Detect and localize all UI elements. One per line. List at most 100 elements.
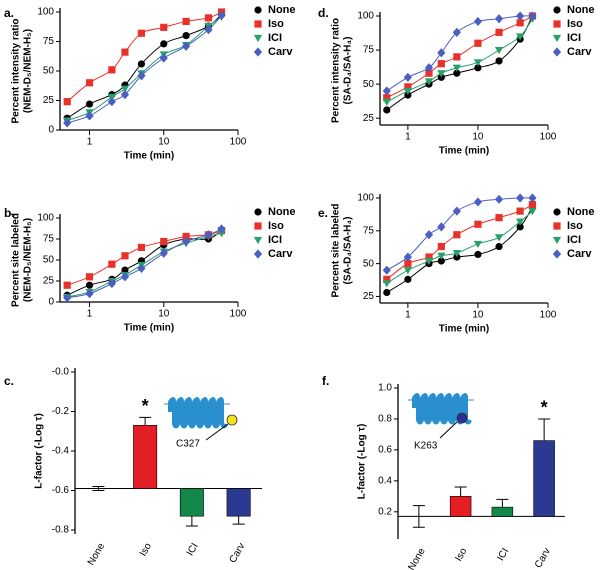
legend-marker xyxy=(552,236,562,245)
y-tick-label: 100 xyxy=(357,11,374,22)
marker xyxy=(404,83,412,91)
legend-marker xyxy=(552,34,562,43)
marker xyxy=(474,250,482,259)
marker xyxy=(495,28,503,36)
marker xyxy=(182,17,190,26)
marker xyxy=(120,85,130,93)
x-tick-label: Carv xyxy=(533,546,553,570)
legend-marker xyxy=(553,208,561,216)
y-tick-label: 25 xyxy=(43,276,55,287)
x-tick-label: 10 xyxy=(472,310,484,321)
marker xyxy=(182,31,190,40)
legend-label: None xyxy=(268,206,296,218)
legend-marker xyxy=(552,47,562,57)
legend-marker xyxy=(254,208,262,216)
y-axis-label: Percent site labeled xyxy=(331,204,342,298)
marker xyxy=(160,237,168,246)
x-tick-label: None xyxy=(86,541,108,568)
x-tick-label: 100 xyxy=(540,132,557,143)
legend-label: Carv xyxy=(567,248,592,260)
marker xyxy=(516,11,525,21)
site-dot xyxy=(456,412,468,424)
y-tick-label: -0.8 xyxy=(52,525,70,536)
error-bar xyxy=(412,505,425,528)
y-axis-label: Percent intensity ratio xyxy=(331,18,342,123)
legend-marker xyxy=(254,6,262,14)
marker xyxy=(403,72,412,82)
marker xyxy=(437,60,445,68)
legend-marker xyxy=(253,249,263,259)
marker xyxy=(137,71,146,81)
marker xyxy=(495,57,503,65)
receptor-icon xyxy=(168,397,228,429)
marker xyxy=(425,69,433,77)
marker xyxy=(204,25,213,35)
marker xyxy=(63,98,71,106)
legend-label: Carv xyxy=(567,46,592,58)
y-axis-label: Percent intensity ratio xyxy=(11,18,22,123)
site-label: C327 xyxy=(176,439,200,450)
y-tick-label: 100 xyxy=(37,213,54,224)
marker xyxy=(383,288,391,297)
marker xyxy=(424,230,434,240)
x-tick-label: 100 xyxy=(230,309,247,320)
error-bar xyxy=(232,516,245,525)
marker xyxy=(159,53,168,63)
marker xyxy=(403,87,412,96)
marker xyxy=(108,66,116,74)
panel-label: a. xyxy=(4,6,14,20)
marker xyxy=(383,106,391,114)
marker xyxy=(453,69,461,77)
error-bar xyxy=(92,486,105,491)
marker xyxy=(85,79,94,87)
bar xyxy=(491,506,514,517)
marker xyxy=(404,260,412,268)
marker xyxy=(382,265,391,275)
marker xyxy=(452,206,461,216)
site-arrow xyxy=(205,423,229,441)
marker xyxy=(474,64,482,72)
bar xyxy=(449,496,472,517)
x-tick-label: 100 xyxy=(230,137,247,148)
legend-label: ICI xyxy=(567,32,581,44)
legend-label: None xyxy=(567,206,595,218)
y-tick-label: -0.6 xyxy=(52,485,70,496)
marker xyxy=(437,257,445,265)
y-tick-label: 75 xyxy=(43,234,55,245)
marker xyxy=(473,59,483,67)
marker xyxy=(217,224,226,234)
x-tick-label: 1 xyxy=(405,132,411,143)
marker xyxy=(182,232,190,241)
marker xyxy=(424,257,434,266)
marker xyxy=(424,63,434,73)
x-axis-label: Time (min) xyxy=(439,146,489,157)
x-tick-label: 10 xyxy=(472,132,484,143)
marker xyxy=(528,200,537,209)
marker xyxy=(204,14,213,22)
marker xyxy=(495,242,503,251)
x-tick-label: 100 xyxy=(540,310,557,321)
y-axis-label: (NEM-D₅/NEM-H₅) xyxy=(23,29,34,113)
significance-star: * xyxy=(142,396,149,416)
marker xyxy=(217,10,226,21)
x-tick-label: 1 xyxy=(87,137,93,148)
marker xyxy=(63,118,72,128)
y-tick-label: 0.4 xyxy=(378,475,392,486)
marker xyxy=(85,273,94,281)
y-tick-label: 25 xyxy=(43,95,55,106)
legend-label: Iso xyxy=(268,18,284,30)
legend-label: Carv xyxy=(268,248,293,260)
x-tick-label: Iso xyxy=(453,546,469,563)
x-axis-label: Time (min) xyxy=(124,323,174,334)
x-axis-label: Time (min) xyxy=(439,324,489,335)
error-bar xyxy=(454,486,467,497)
marker xyxy=(383,275,391,283)
marker xyxy=(382,86,391,96)
marker xyxy=(452,27,461,37)
y-tick-label: 50 xyxy=(363,258,375,269)
marker xyxy=(437,252,446,260)
marker xyxy=(474,39,482,47)
marker xyxy=(437,70,446,78)
y-tick-label: -0.4 xyxy=(52,446,70,457)
y-tick-label: 50 xyxy=(43,66,55,77)
